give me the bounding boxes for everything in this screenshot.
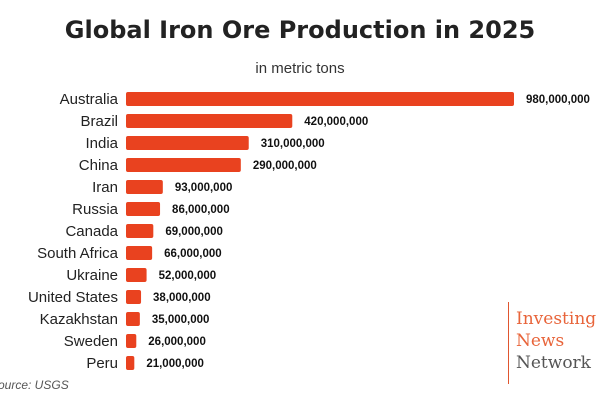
bar (126, 114, 293, 128)
data-label: 52,000,000 (159, 270, 217, 282)
data-label: 980,000,000 (526, 94, 590, 106)
bar (126, 290, 142, 304)
logo-line-1: Investing (516, 309, 597, 329)
data-label: 38,000,000 (153, 292, 211, 304)
category-label: India (85, 135, 118, 152)
bar (126, 92, 514, 106)
data-label: 93,000,000 (175, 182, 233, 194)
data-label: 420,000,000 (304, 116, 368, 128)
logo-line-2: News (516, 331, 565, 351)
bar (126, 224, 154, 238)
category-label: Brazil (80, 113, 118, 130)
data-label: 310,000,000 (261, 138, 325, 150)
bar (126, 180, 163, 194)
category-label: Sweden (64, 333, 118, 350)
data-label: 290,000,000 (253, 160, 317, 172)
category-label: South Africa (37, 245, 119, 262)
bar (126, 246, 153, 260)
source-note: ource: USGS (0, 378, 69, 392)
chart-title: Global Iron Ore Production in 2025 (64, 16, 536, 44)
bar (126, 202, 161, 216)
data-label: 66,000,000 (164, 248, 222, 260)
category-label: Ukraine (66, 267, 118, 284)
logo-line-3: Network (516, 353, 591, 373)
category-label: Peru (86, 355, 118, 372)
logo-divider (508, 302, 509, 384)
bar (126, 312, 140, 326)
data-label: 21,000,000 (146, 358, 204, 370)
category-label: Russia (72, 201, 119, 218)
data-label: 69,000,000 (165, 226, 223, 238)
bar (126, 136, 249, 150)
bar (126, 356, 135, 370)
category-label: Canada (65, 223, 118, 240)
category-label: Kazakhstan (40, 311, 118, 328)
category-label: Iran (92, 179, 118, 196)
data-label: 86,000,000 (172, 204, 230, 216)
chart-subtitle: in metric tons (255, 60, 345, 77)
bar (126, 268, 147, 282)
data-label: 26,000,000 (148, 336, 206, 348)
investing-news-network-logo: Investing News Network (504, 302, 600, 384)
data-label: 35,000,000 (152, 314, 210, 326)
category-label: Australia (60, 91, 119, 108)
bar (126, 158, 241, 172)
logo-text: Investing News Network (516, 308, 596, 374)
category-label: China (79, 157, 119, 174)
bar (126, 334, 137, 348)
category-label: United States (28, 289, 118, 306)
